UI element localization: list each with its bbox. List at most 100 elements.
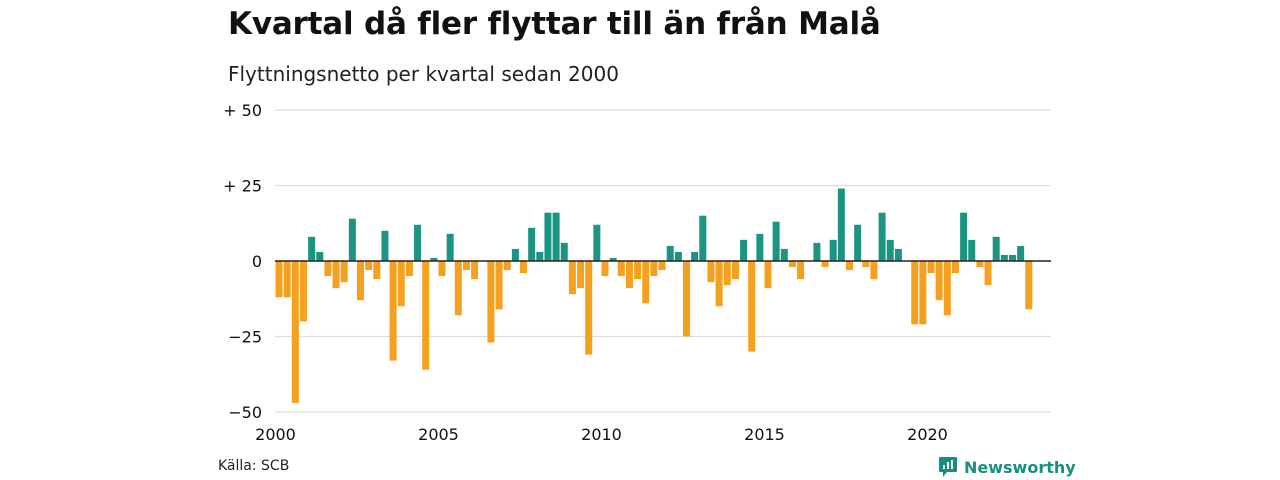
bar (740, 239, 748, 261)
y-tick-label: −25 (228, 328, 262, 347)
source-note: Källa: SCB (218, 458, 290, 474)
bar (585, 261, 593, 355)
bar (919, 261, 927, 325)
bar (723, 261, 731, 286)
bar (837, 188, 845, 261)
y-axis-ticks: + 50 + 25 0 −25 −50 (223, 101, 262, 422)
grid-lines (275, 109, 1051, 413)
bar (951, 261, 959, 274)
bar (764, 261, 772, 289)
bar (894, 248, 902, 261)
bar (291, 261, 299, 403)
bar (528, 227, 536, 261)
bar (715, 261, 723, 307)
bar (389, 261, 397, 361)
x-tick-label: 2005 (418, 425, 459, 444)
bar (854, 224, 862, 261)
bar (911, 261, 919, 325)
x-tick-label: 2020 (907, 425, 948, 444)
bar (625, 261, 633, 289)
y-tick-label: + 25 (223, 177, 262, 196)
bar (960, 212, 968, 261)
brand-name: Newsworthy (964, 457, 1076, 477)
bar (348, 218, 356, 261)
bar (780, 248, 788, 261)
bar (332, 261, 340, 289)
bar (536, 251, 544, 261)
x-tick-label: 2000 (255, 425, 296, 444)
bar (968, 239, 976, 261)
bar (829, 239, 837, 261)
bar (487, 261, 495, 343)
bar (1000, 254, 1008, 261)
bar (552, 212, 560, 261)
bar (642, 261, 650, 304)
bar (520, 261, 527, 274)
bar (454, 261, 462, 316)
bar (870, 261, 878, 280)
bar (617, 261, 625, 277)
bar (544, 212, 552, 261)
bar (658, 261, 666, 271)
bar (365, 261, 373, 271)
y-tick-label: −50 (228, 403, 262, 422)
bar (316, 251, 324, 261)
bar (422, 261, 430, 370)
bar (976, 261, 984, 268)
bar (560, 242, 568, 261)
bar (984, 261, 992, 286)
bar (674, 251, 682, 261)
bar (609, 257, 617, 261)
bar (568, 261, 576, 295)
bar (634, 261, 642, 280)
y-tick-label: + 50 (223, 101, 262, 120)
bar (430, 257, 438, 261)
bar (748, 261, 756, 352)
bar (1025, 261, 1033, 310)
bar (691, 251, 699, 261)
bar (438, 261, 446, 277)
bars (275, 188, 1033, 403)
bar (299, 261, 307, 322)
x-tick-label: 2010 (581, 425, 622, 444)
bar (373, 261, 381, 280)
bar (756, 233, 764, 261)
x-axis-ticks: 2000 2005 2010 2015 2020 (255, 425, 948, 444)
bar (707, 261, 715, 283)
bar (650, 261, 658, 277)
bar (381, 230, 389, 261)
newsworthy-logo-icon (939, 457, 957, 477)
bar (511, 248, 519, 261)
bar (462, 261, 470, 271)
bar (283, 261, 291, 298)
bar (683, 261, 690, 337)
bar (886, 239, 894, 261)
chart-title: Kvartal då fler flyttar till än från Mal… (228, 6, 881, 42)
x-tick-label: 2015 (744, 425, 785, 444)
bar (340, 261, 348, 283)
bar (797, 261, 805, 280)
chart-subtitle: Flyttningsnetto per kvartal sedan 2000 (228, 62, 619, 86)
bar (788, 261, 796, 268)
bar (927, 261, 935, 274)
bar (357, 261, 364, 301)
bar (275, 261, 283, 298)
bar (1017, 245, 1025, 261)
brand-logo: Newsworthy (938, 456, 1076, 478)
bar (1009, 254, 1016, 261)
bar (471, 261, 479, 280)
y-tick-label: 0 (252, 252, 262, 271)
bar (699, 215, 707, 261)
bar (878, 212, 886, 261)
bar (577, 261, 585, 289)
bar (414, 224, 422, 261)
bar (593, 224, 601, 261)
bar (772, 221, 780, 261)
bar (446, 233, 454, 261)
bar (731, 261, 739, 280)
bar (935, 261, 943, 301)
bar (813, 242, 821, 261)
bar (846, 261, 853, 271)
bar (495, 261, 503, 310)
bar (308, 236, 316, 261)
